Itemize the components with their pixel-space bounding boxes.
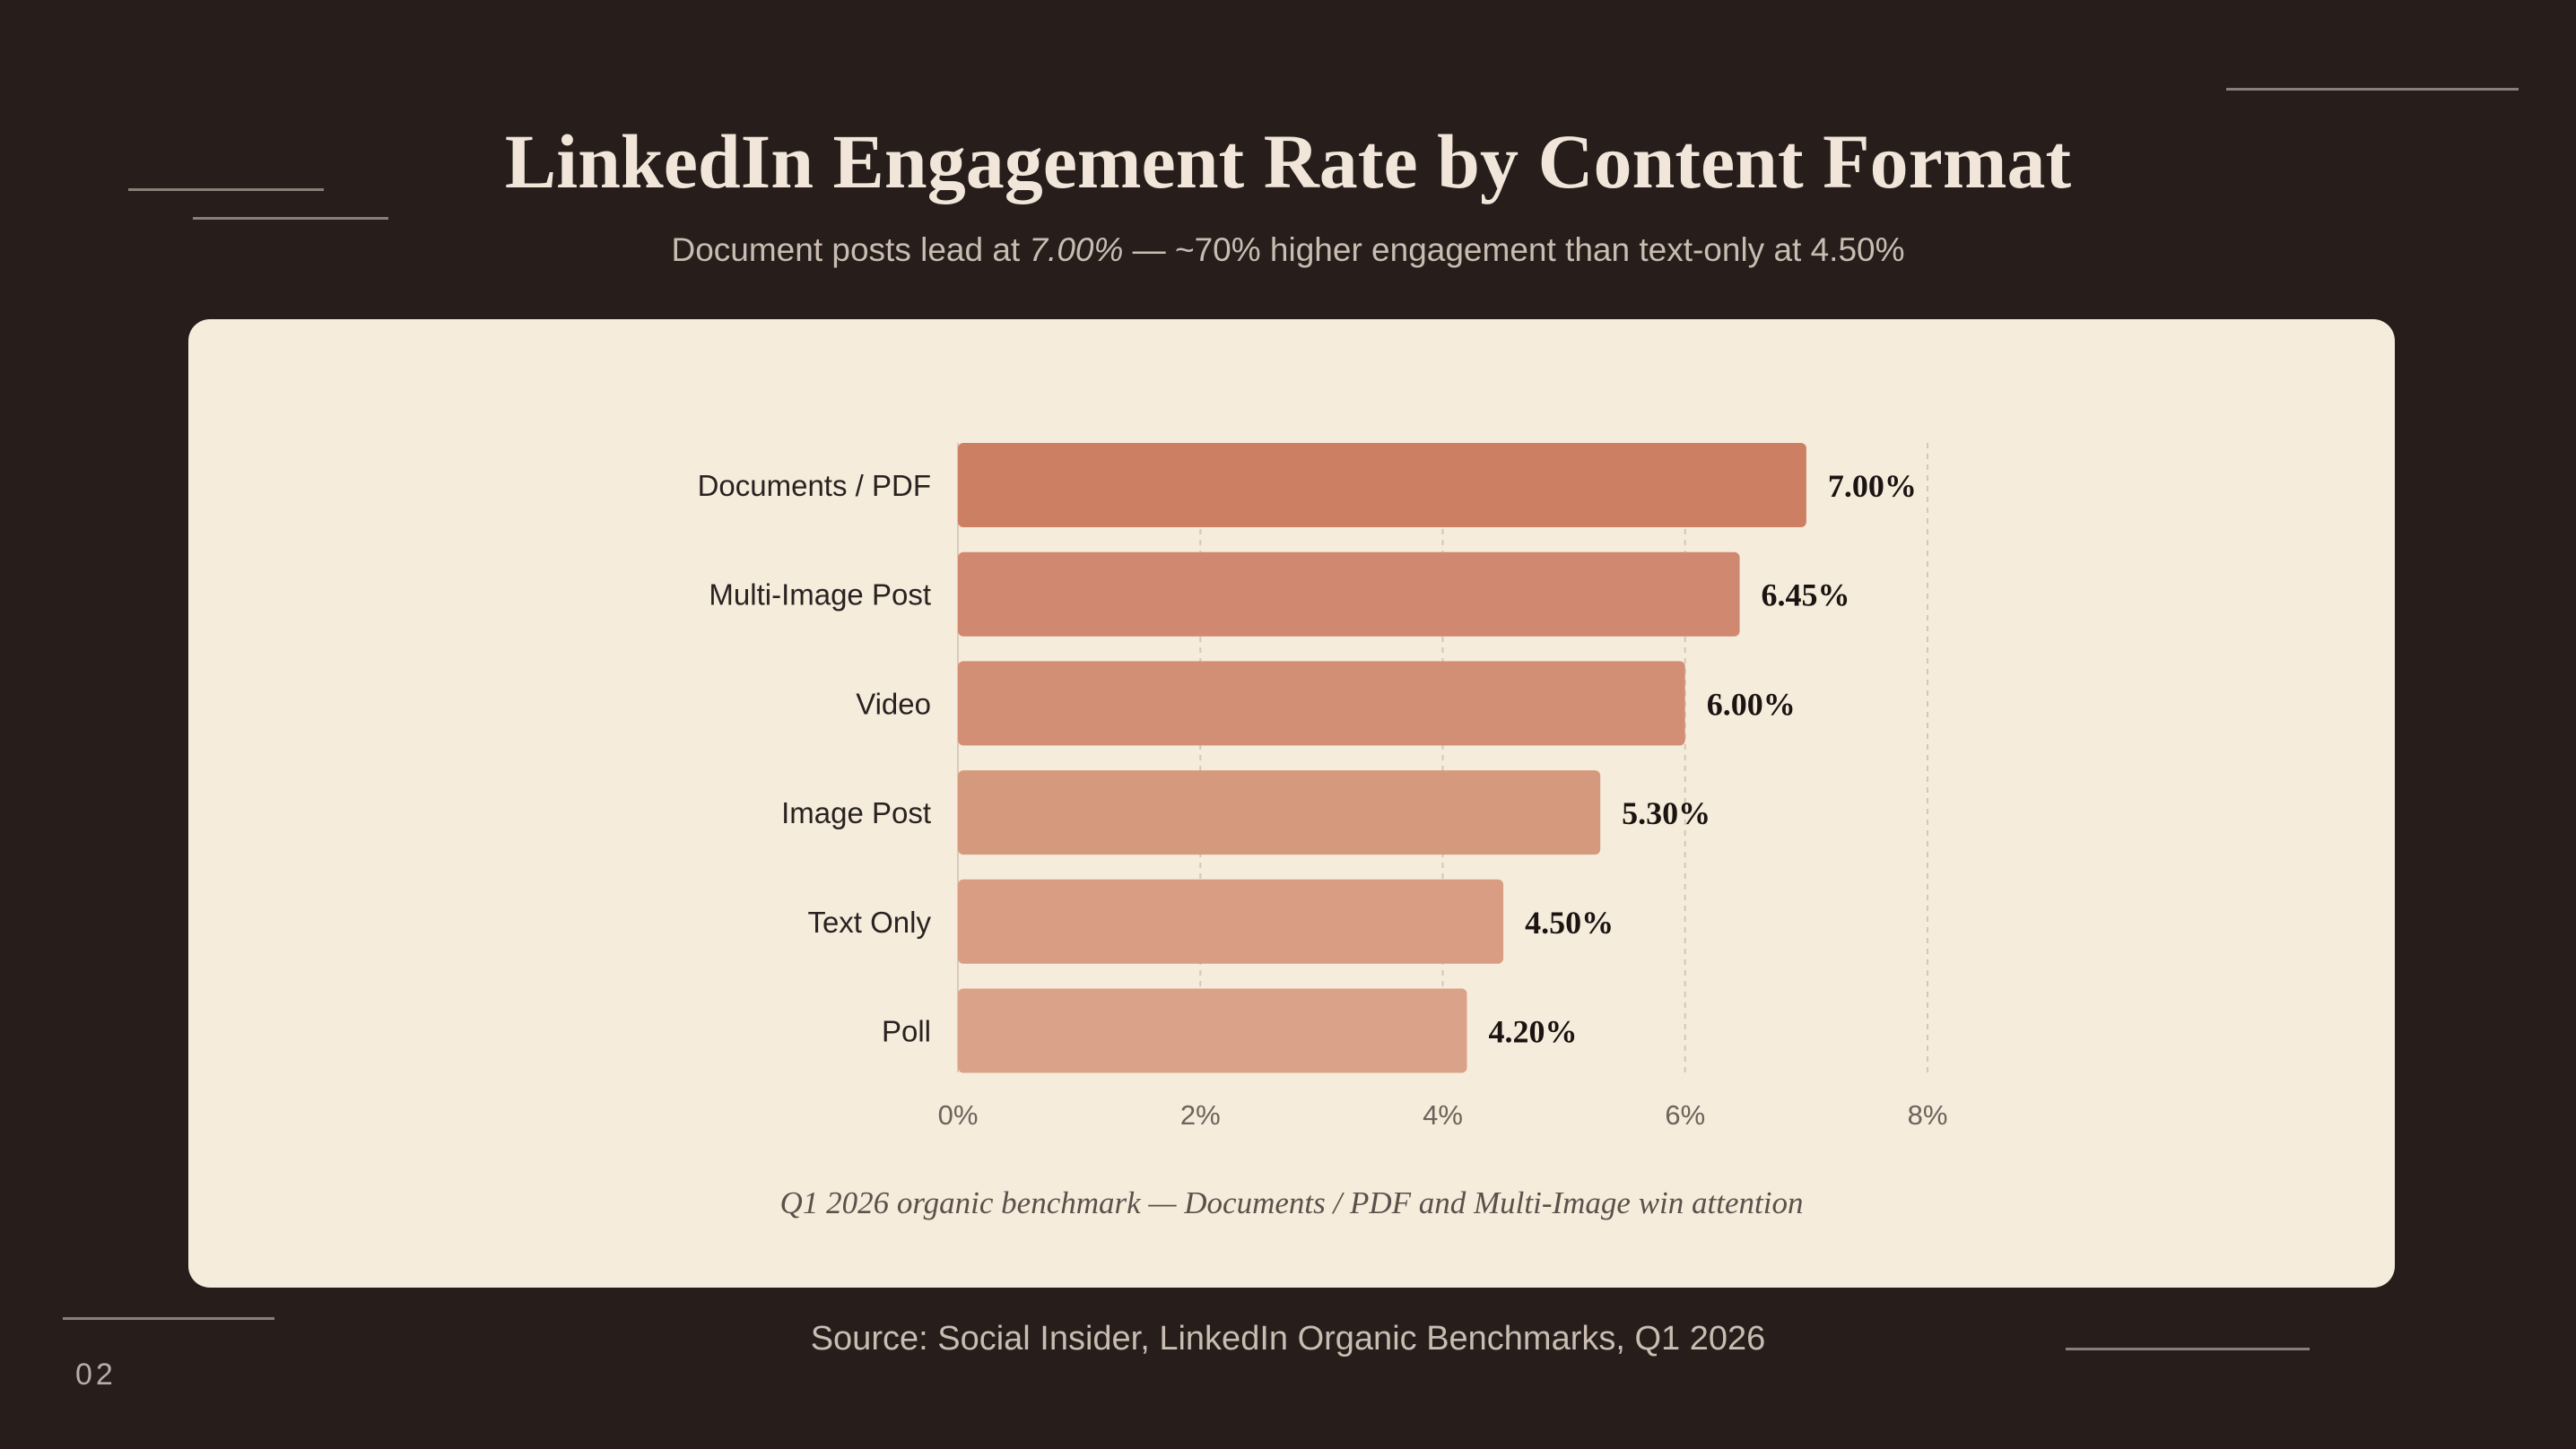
bar — [958, 770, 1601, 855]
decorative-line-bottom-left — [63, 1317, 274, 1320]
value-label: 5.30% — [1622, 795, 1710, 831]
category-label: Video — [856, 687, 931, 720]
x-tick-label: 0% — [938, 1099, 979, 1131]
source-note: Source: Social Insider, LinkedIn Organic… — [810, 1320, 1766, 1358]
engagement-bar-chart: 0% 2% 4% 6% 8% Documents / PDF 7.00% Multi-Imag… — [698, 443, 1948, 1131]
x-tick-label: 2% — [1180, 1099, 1221, 1131]
x-tick-label: 8% — [1908, 1099, 1948, 1131]
subtitle-lead-text: Document posts lead at — [671, 231, 1030, 268]
subtitle-trailing-text: — ~70% higher engagement than text-only … — [1123, 231, 1905, 268]
bar — [958, 443, 1806, 527]
chart-caption: Q1 2026 organic benchmark — Documents / … — [779, 1185, 1804, 1220]
category-label: Documents / PDF — [698, 469, 931, 502]
category-label: Poll — [882, 1015, 931, 1048]
value-label: 4.20% — [1489, 1014, 1578, 1050]
category-label: Image Post — [781, 796, 931, 829]
page-number: 02 — [75, 1358, 117, 1392]
x-tick-label: 6% — [1665, 1099, 1705, 1131]
value-label: 4.50% — [1525, 905, 1614, 941]
bar — [958, 988, 1467, 1073]
category-label: Text Only — [807, 906, 931, 939]
bar — [958, 879, 1504, 964]
decorative-line-top-left-2 — [193, 217, 388, 220]
page-subtitle: Document posts lead at 7.00% — ~70% high… — [0, 231, 2576, 269]
decorative-line-bottom-right — [2066, 1348, 2310, 1350]
subtitle-emphasis: 7.00% — [1029, 231, 1124, 268]
decorative-line-top-left-1 — [128, 188, 324, 191]
value-label: 6.00% — [1707, 686, 1796, 722]
chart-panel: 0% 2% 4% 6% 8% Documents / PDF 7.00% Multi-Imag… — [188, 319, 2395, 1288]
category-label: Multi-Image Post — [709, 578, 931, 612]
bar — [958, 661, 1685, 746]
page-title: LinkedIn Engagement Rate by Content Form… — [504, 118, 2072, 204]
value-label: 6.45% — [1762, 577, 1850, 613]
decorative-line-top-right — [2226, 88, 2519, 91]
bar — [958, 551, 1740, 637]
x-tick-label: 4% — [1423, 1099, 1463, 1131]
value-label: 7.00% — [1828, 468, 1917, 504]
